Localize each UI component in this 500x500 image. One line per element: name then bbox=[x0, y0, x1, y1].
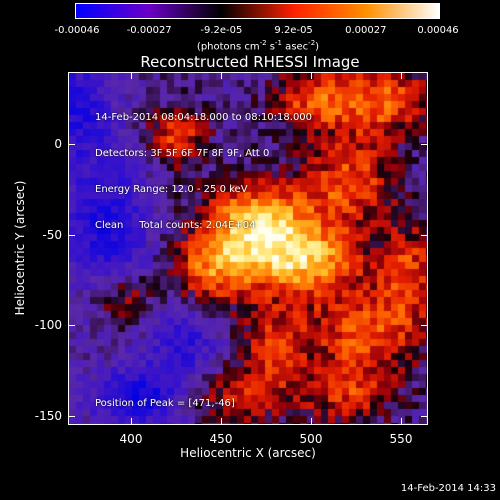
y-tick-label: 0 bbox=[54, 137, 62, 152]
colorbar-tick-label: -0.00046 bbox=[54, 25, 100, 36]
heatmap-image bbox=[69, 73, 427, 424]
x-tick-mark bbox=[311, 418, 312, 425]
colorbar-unit-label: (photons cm-2 s-1 asec-2) bbox=[196, 39, 320, 53]
colorbar-tick-label: 0.00027 bbox=[345, 25, 387, 36]
y-tick-mark bbox=[421, 325, 428, 327]
y-tick-mark bbox=[68, 144, 75, 146]
colorbar-tick-label: 0.00046 bbox=[417, 25, 459, 36]
chart-title: Reconstructed RHESSI Image bbox=[140, 53, 360, 71]
x-tick-mark bbox=[401, 72, 402, 79]
y-tick-mark bbox=[421, 144, 428, 146]
y-axis-label: Heliocentric Y (arcsec) bbox=[13, 180, 27, 316]
annotation-time-range: 14-Feb-2014 08:04:18.000 to 08:10:18.000 bbox=[95, 112, 313, 123]
x-tick-mark bbox=[131, 418, 132, 425]
x-tick-mark bbox=[401, 418, 402, 425]
x-axis-label: Heliocentric X (arcsec) bbox=[180, 446, 316, 460]
x-tick-mark bbox=[221, 72, 222, 79]
colorbar bbox=[75, 3, 440, 19]
y-tick-mark bbox=[421, 234, 428, 236]
colorbar-tick-label: 9.2e-05 bbox=[274, 25, 313, 36]
colorbar-gradient bbox=[76, 4, 439, 18]
x-tick-mark bbox=[311, 72, 312, 79]
colorbar-tick-label: -9.2e-05 bbox=[200, 25, 243, 36]
x-tick-label: 400 bbox=[119, 432, 143, 446]
y-tick-label: -150 bbox=[34, 408, 62, 423]
x-tick-mark bbox=[221, 418, 222, 425]
x-tick-label: 500 bbox=[299, 432, 323, 446]
y-tick-mark bbox=[68, 415, 75, 417]
y-tick-mark bbox=[421, 415, 428, 417]
annotation-clean-counts: Clean Total counts: 2.04E+04 bbox=[95, 220, 256, 231]
y-tick-mark bbox=[68, 234, 75, 236]
image-annotations: 14-Feb-2014 08:04:18.000 to 08:10:18.000… bbox=[95, 88, 312, 244]
peak-position-label: Position of Peak = [471,-46] bbox=[95, 398, 235, 409]
y-tick-mark bbox=[68, 325, 75, 327]
colorbar-tick-label: -0.00027 bbox=[126, 25, 172, 36]
y-tick-label: -100 bbox=[34, 318, 62, 333]
x-tick-mark bbox=[131, 72, 132, 79]
y-tick-label: -50 bbox=[42, 227, 62, 242]
timestamp: 14-Feb-2014 14:33 bbox=[400, 483, 496, 494]
annotation-detectors: Detectors: 3F 5F 6F 7F 8F 9F, Att 0 bbox=[95, 148, 270, 159]
x-tick-label: 550 bbox=[389, 432, 413, 446]
annotation-energy-range: Energy Range: 12.0 - 25.0 keV bbox=[95, 184, 248, 195]
x-tick-label: 450 bbox=[209, 432, 233, 446]
plot-area bbox=[68, 72, 428, 425]
